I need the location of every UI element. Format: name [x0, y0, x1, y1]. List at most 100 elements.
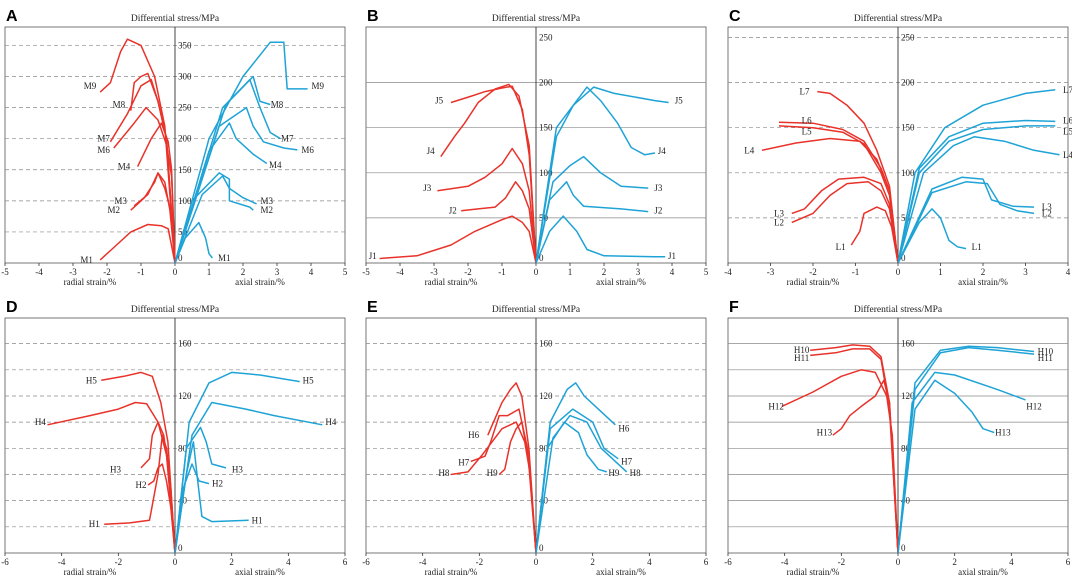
y-tick-label: 80 — [178, 443, 188, 453]
radial-curve-h4 — [47, 401, 176, 554]
curve-label-radial: L1 — [836, 242, 846, 252]
x-tick-label: 6 — [704, 557, 709, 567]
radial-curve-h11 — [810, 348, 899, 554]
x-label-radial: radial strain/% — [787, 277, 840, 287]
curve-label-radial: H3 — [110, 464, 121, 474]
x-tick-label: -4 — [419, 557, 427, 567]
y-tick-label: 0 — [539, 543, 544, 553]
axial-curve-j4 — [535, 86, 656, 264]
x-tick-label: -6 — [1, 557, 9, 567]
axial-curve-m6 — [174, 106, 298, 264]
radial-curve-l3 — [791, 176, 899, 264]
curve-label-radial: M9 — [84, 81, 97, 91]
x-tick-label: 0 — [896, 557, 901, 567]
y-tick-label: 0 — [178, 543, 183, 553]
x-tick-label: 4 — [670, 267, 675, 277]
curve-label-radial: L2 — [774, 217, 784, 227]
curve-label-axial: L2 — [1042, 208, 1052, 218]
radial-curve-l7 — [817, 90, 899, 264]
y-tick-label: 0 — [539, 253, 544, 263]
curve-label-axial: L1 — [972, 242, 982, 252]
x-label-axial: axial strain/% — [596, 567, 646, 577]
y-tick-label: 250 — [539, 33, 553, 43]
panel-title: Differential stress/MPa — [492, 13, 581, 24]
x-tick-label: -4 — [396, 267, 404, 277]
panel-letter: B — [367, 8, 379, 25]
curve-label-axial: M7 — [281, 134, 294, 144]
axial-curve-m8 — [174, 75, 271, 264]
curve-label-axial: M6 — [301, 145, 314, 155]
x-tick-label: -1 — [852, 267, 860, 277]
x-label-axial: axial strain/% — [235, 567, 285, 577]
x-tick-label: -6 — [362, 557, 370, 567]
x-tick-label: -2 — [464, 267, 472, 277]
curve-label-radial: H9 — [487, 468, 498, 478]
radial-curve-m1 — [99, 223, 176, 264]
curve-label-axial: H10 — [1038, 346, 1054, 356]
axial-curve-j5 — [535, 86, 669, 264]
x-tick-label: -4 — [781, 557, 789, 567]
radial-curve-m2 — [130, 172, 176, 264]
y-tick-label: 100 — [539, 168, 553, 178]
x-label-radial: radial strain/% — [425, 277, 478, 287]
axial-curve-l3 — [897, 176, 1035, 264]
x-tick-label: -2 — [809, 267, 817, 277]
curve-label-radial: J2 — [449, 206, 457, 216]
curve-label-axial: J1 — [668, 251, 676, 261]
curve-label-axial: H13 — [995, 428, 1011, 438]
y-tick-label: 40 — [901, 496, 911, 506]
curve-label-axial: L4 — [1063, 150, 1072, 160]
axial-curve-h13 — [897, 379, 995, 554]
axial-curve-m7 — [174, 78, 281, 264]
panel-title: Differential stress/MPa — [854, 13, 943, 24]
x-label-radial: radial strain/% — [64, 567, 117, 577]
radial-curve-m9 — [99, 38, 176, 264]
y-tick-label: 120 — [539, 391, 553, 401]
radial-curve-j5 — [450, 85, 537, 264]
curve-label-radial: M8 — [113, 99, 126, 109]
x-tick-label: 4 — [1009, 557, 1014, 567]
x-tick-label: 0 — [896, 267, 901, 277]
x-tick-label: 6 — [343, 557, 348, 567]
axial-curve-m9 — [174, 41, 308, 264]
x-tick-label: -5 — [1, 267, 9, 277]
axial-curve-l2 — [897, 181, 1035, 264]
curve-label-radial: H7 — [458, 458, 469, 468]
curve-label-radial: H10 — [794, 345, 810, 355]
y-tick-label: 0 — [901, 543, 906, 553]
panel-letter: F — [729, 299, 739, 316]
axial-curve-h4 — [174, 401, 323, 554]
curve-label-axial: L3 — [1042, 202, 1052, 212]
x-tick-label: 0 — [173, 557, 178, 567]
y-tick-label: 160 — [901, 339, 915, 349]
curve-label-axial: L7 — [1063, 85, 1072, 95]
x-tick-label: 2 — [981, 267, 986, 277]
axial-curve-h10 — [897, 345, 1035, 554]
y-tick-label: 150 — [539, 123, 553, 133]
x-tick-label: -2 — [476, 557, 484, 567]
axial-curve-l1 — [897, 208, 967, 264]
x-tick-label: 3 — [275, 267, 280, 277]
axial-curve-m4 — [174, 122, 268, 264]
axial-curve-l7 — [897, 89, 1056, 264]
radial-curve-h8 — [450, 421, 537, 554]
curve-label-radial: H6 — [468, 430, 479, 440]
curve-label-radial: J3 — [423, 183, 432, 193]
x-tick-label: 0 — [173, 267, 178, 277]
y-tick-label: 250 — [901, 33, 915, 43]
panel-title: Differential stress/MPa — [131, 13, 220, 24]
panel-letter: A — [6, 8, 18, 25]
curve-label-axial: M8 — [271, 99, 284, 109]
y-tick-label: 80 — [901, 443, 911, 453]
axial-curve-h6 — [535, 382, 616, 554]
panel-letter: C — [729, 8, 741, 25]
curve-label-radial: H1 — [89, 519, 100, 529]
x-tick-label: 2 — [229, 557, 234, 567]
curve-label-radial: M1 — [80, 255, 93, 265]
panel-letter: E — [367, 299, 378, 316]
x-tick-label: -2 — [838, 557, 846, 567]
curve-label-axial: M9 — [312, 81, 325, 91]
